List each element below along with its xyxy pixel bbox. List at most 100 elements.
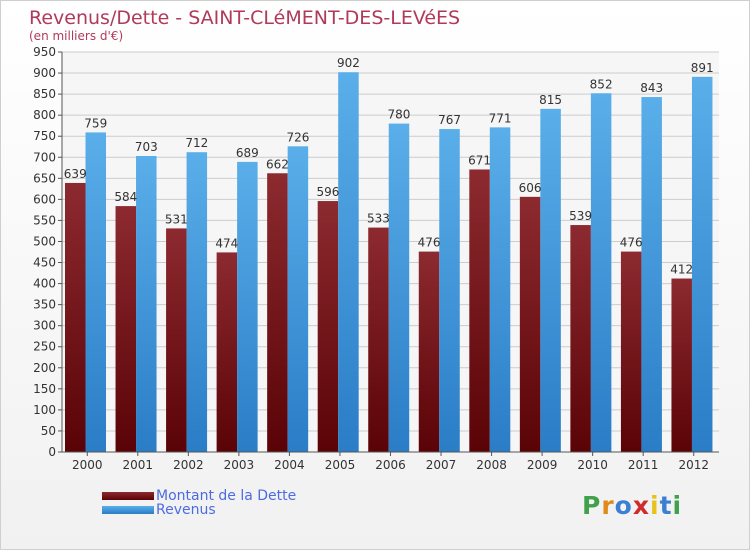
bar-revenue (439, 129, 460, 453)
data-label-revenue: 689 (236, 146, 259, 160)
y-tick-label: 750 (33, 129, 56, 143)
y-tick-label: 800 (33, 108, 56, 122)
data-label-debt: 639 (64, 167, 87, 181)
data-label-debt: 584 (114, 190, 137, 204)
x-tick-label: 2009 (527, 458, 558, 472)
logo-letter: i (650, 491, 660, 520)
logo-letter: o (614, 491, 633, 520)
bar-revenue (85, 132, 106, 452)
y-tick-label: 700 (33, 150, 56, 164)
data-label-revenue: 891 (691, 61, 714, 75)
x-tick-label: 2004 (274, 458, 305, 472)
x-tick-label: 2006 (375, 458, 406, 472)
bar-revenue (136, 156, 157, 452)
data-label-revenue: 902 (337, 56, 360, 70)
data-label-debt: 539 (569, 209, 592, 223)
bar-debt (418, 251, 440, 452)
y-tick-label: 950 (33, 45, 56, 59)
x-tick-label: 2010 (577, 458, 608, 472)
x-tick-label: 2002 (173, 458, 204, 472)
bar-debt (469, 169, 490, 452)
bar-debt (65, 182, 86, 452)
bar-debt (519, 196, 541, 452)
legend-label-debt: Montant de la Dette (156, 488, 297, 504)
bar-debt (216, 252, 238, 452)
data-label-debt: 474 (215, 236, 238, 250)
bar-revenue (186, 152, 208, 453)
bar-debt (115, 206, 137, 452)
bar-revenue (338, 72, 359, 453)
chart-subtitle: (en milliers d'€) (29, 29, 124, 43)
logo-letter: t (659, 491, 673, 520)
x-tick-label: 2000 (72, 458, 103, 472)
data-label-debt: 476 (418, 236, 441, 250)
data-label-revenue: 843 (640, 81, 663, 95)
x-tick-label: 2003 (224, 458, 255, 472)
y-tick-label: 400 (33, 277, 56, 291)
data-label-debt: 662 (266, 157, 289, 171)
bar-revenue (540, 108, 561, 452)
bar-debt (317, 201, 339, 452)
bar-debt (368, 227, 389, 452)
y-tick-label: 550 (33, 213, 56, 227)
data-label-revenue: 852 (590, 77, 613, 91)
bar-debt (570, 225, 591, 452)
data-label-debt: 412 (670, 263, 693, 277)
bar-debt (267, 173, 288, 452)
data-label-revenue: 712 (185, 136, 208, 150)
logo-letter: r (601, 491, 615, 520)
y-tick-label: 500 (33, 234, 56, 248)
x-tick-label: 2011 (628, 458, 659, 472)
data-label-revenue: 726 (286, 130, 309, 144)
y-tick-label: 150 (33, 382, 56, 396)
data-label-revenue: 767 (438, 113, 461, 127)
y-tick-label: 850 (33, 87, 56, 101)
bar-revenue (489, 127, 511, 453)
data-label-debt: 531 (165, 212, 188, 226)
x-tick-label: 2005 (325, 458, 356, 472)
data-label-revenue: 759 (84, 116, 107, 130)
chart-title: Revenus/Dette - SAINT-CLéMENT-DES-LEVéES (29, 7, 461, 29)
data-label-revenue: 703 (135, 140, 158, 154)
y-tick-label: 600 (33, 192, 56, 206)
proxiti-logo: Proxiti (582, 491, 682, 520)
bar-debt (166, 228, 187, 452)
bar-debt (671, 278, 692, 452)
bar-revenue (388, 123, 410, 452)
legend-swatch-debt (102, 492, 154, 500)
bar-revenue (590, 93, 612, 453)
y-tick-label: 200 (33, 361, 56, 375)
y-tick-label: 250 (33, 340, 56, 354)
y-tick-label: 300 (33, 319, 56, 333)
data-label-debt: 533 (367, 212, 390, 226)
legend-swatch-revenue (102, 506, 154, 514)
y-tick-label: 0 (48, 445, 56, 459)
legend-item-debt: Montant de la Dette (102, 488, 297, 504)
data-label-debt: 476 (620, 236, 643, 250)
bar-revenue (237, 161, 258, 453)
bar-debt (620, 251, 642, 452)
data-label-revenue: 780 (388, 108, 411, 122)
x-tick-label: 2007 (426, 458, 457, 472)
y-tick-label: 100 (33, 403, 56, 417)
bar-revenue (287, 146, 309, 452)
logo-letter: P (582, 491, 602, 520)
legend-label-revenue: Revenus (156, 502, 216, 518)
legend-item-revenue: Revenus (102, 502, 216, 518)
bar-revenue (691, 76, 713, 452)
x-tick-label: 2012 (678, 458, 709, 472)
y-tick-label: 450 (33, 256, 56, 270)
x-tick-label: 2001 (123, 458, 154, 472)
y-tick-label: 650 (33, 171, 56, 185)
y-tick-label: 900 (33, 66, 56, 80)
y-tick-label: 50 (41, 424, 56, 438)
x-tick-label: 2008 (476, 458, 507, 472)
y-tick-label: 350 (33, 298, 56, 312)
data-label-debt: 596 (316, 185, 339, 199)
data-label-revenue: 815 (539, 93, 562, 107)
logo-letter: x (632, 491, 650, 520)
data-label-debt: 606 (519, 181, 542, 195)
logo-letter: i (672, 491, 683, 520)
